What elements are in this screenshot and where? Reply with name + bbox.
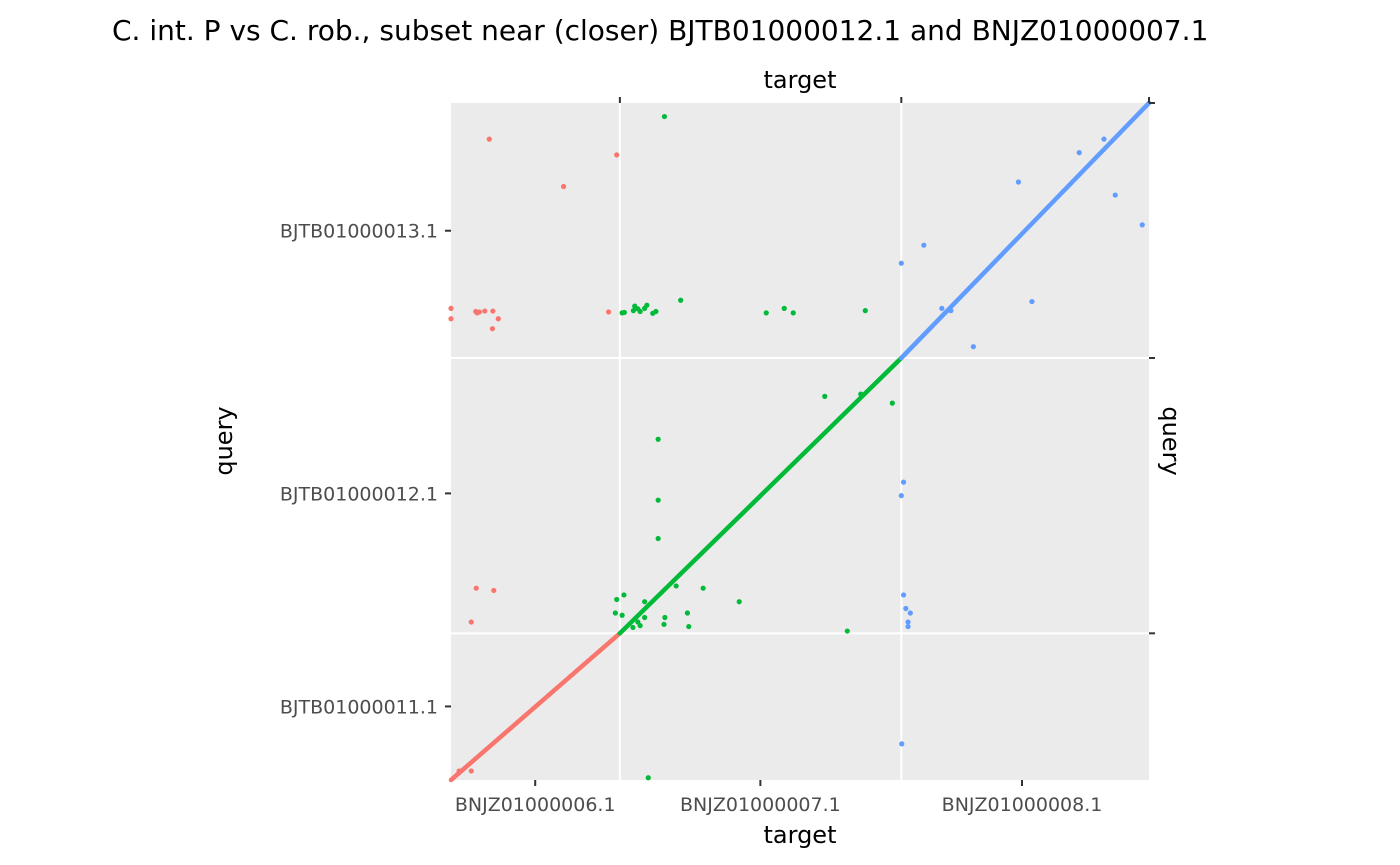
series-point	[900, 592, 907, 598]
series-point	[900, 479, 907, 485]
plot-panel	[451, 103, 1149, 780]
x-axis-label-top: target	[764, 66, 837, 94]
series-point	[661, 113, 668, 120]
series-point	[644, 302, 650, 308]
series-BJTB01000012.1	[612, 113, 904, 781]
series-diagonal-0	[448, 631, 623, 783]
series-point	[612, 610, 618, 616]
series-point	[781, 305, 787, 311]
series-point	[686, 623, 692, 630]
series-point	[637, 623, 643, 629]
series-point	[621, 309, 627, 316]
series-BJTB01000013.1	[898, 100, 1152, 747]
x-tick-label-2: BNJZ01000008.1	[942, 794, 1103, 816]
y-tick-label-2: BJTB01000013.1	[280, 221, 438, 243]
series-point	[490, 308, 496, 314]
series-point	[606, 309, 612, 315]
series-point	[473, 308, 479, 315]
series-point	[1139, 222, 1145, 228]
series-point	[468, 768, 474, 774]
series-point	[619, 612, 625, 618]
series-point	[655, 497, 661, 503]
series-point	[903, 605, 909, 612]
chart-title: C. int. P vs C. rob., subset near (close…	[112, 14, 1208, 47]
series-point	[482, 308, 488, 314]
series-point	[889, 400, 895, 406]
series-point	[655, 535, 661, 542]
series-point	[456, 768, 462, 774]
series-point	[630, 308, 636, 314]
x-tick-label-0: BNJZ01000006.1	[455, 794, 616, 816]
series-point	[970, 344, 976, 350]
series-point	[448, 305, 454, 311]
series-point	[1029, 298, 1035, 305]
series-point	[495, 316, 501, 322]
y-tick-label-0: BJTB01000011.1	[280, 696, 438, 718]
series-point	[661, 621, 667, 627]
series-point	[662, 614, 668, 621]
series-point	[491, 587, 497, 594]
y-axis-label-right: query	[1157, 406, 1185, 475]
series-point	[939, 305, 945, 311]
series-point	[473, 585, 479, 591]
series-point	[844, 628, 850, 634]
series-point	[614, 596, 620, 603]
series-point	[645, 775, 651, 781]
series-point	[486, 136, 492, 142]
series-point	[790, 310, 796, 316]
series-point	[468, 619, 474, 625]
series-point	[655, 436, 661, 442]
grid-lines	[451, 103, 1149, 780]
series-point	[642, 599, 648, 605]
series-point	[862, 308, 868, 314]
series-point	[653, 308, 659, 315]
x-axis-label-bottom: target	[764, 821, 837, 849]
series-point	[921, 242, 927, 248]
series-diagonal-2	[899, 100, 1152, 361]
series-point	[700, 585, 706, 591]
series-point	[898, 260, 904, 266]
y-tick-label-1: BJTB01000012.1	[280, 483, 438, 505]
x-tick-label-1: BNJZ01000007.1	[680, 794, 841, 816]
series-BJTB01000011.1	[448, 136, 623, 783]
y-axis-label-left: query	[210, 406, 238, 475]
series-point	[642, 614, 648, 621]
series-diagonal-1	[617, 355, 904, 636]
series-point	[905, 623, 911, 630]
series-point	[1076, 150, 1082, 156]
series-point	[560, 183, 567, 190]
series-point	[489, 326, 496, 332]
series-point	[763, 310, 769, 316]
series-point	[899, 741, 905, 747]
series-point	[673, 583, 679, 589]
series-point	[822, 393, 828, 399]
series-point	[858, 391, 864, 397]
series-point	[614, 152, 620, 158]
series-point	[1101, 136, 1107, 142]
series-point	[907, 610, 913, 616]
series-point	[684, 610, 691, 616]
series-point	[1112, 192, 1118, 198]
series-point	[736, 599, 742, 605]
series-point	[630, 624, 636, 631]
series-point	[637, 308, 643, 315]
axis-ticks: BNJZ01000006.1 BNJZ01000007.1 BNJZ01000008…	[280, 97, 1155, 816]
series-point	[1015, 179, 1022, 185]
series-point	[678, 297, 684, 303]
series-point	[448, 316, 454, 322]
series-point	[898, 493, 904, 499]
series-point	[621, 592, 627, 598]
data-series	[448, 100, 1152, 783]
series-point	[948, 308, 954, 314]
series-point	[905, 619, 911, 625]
